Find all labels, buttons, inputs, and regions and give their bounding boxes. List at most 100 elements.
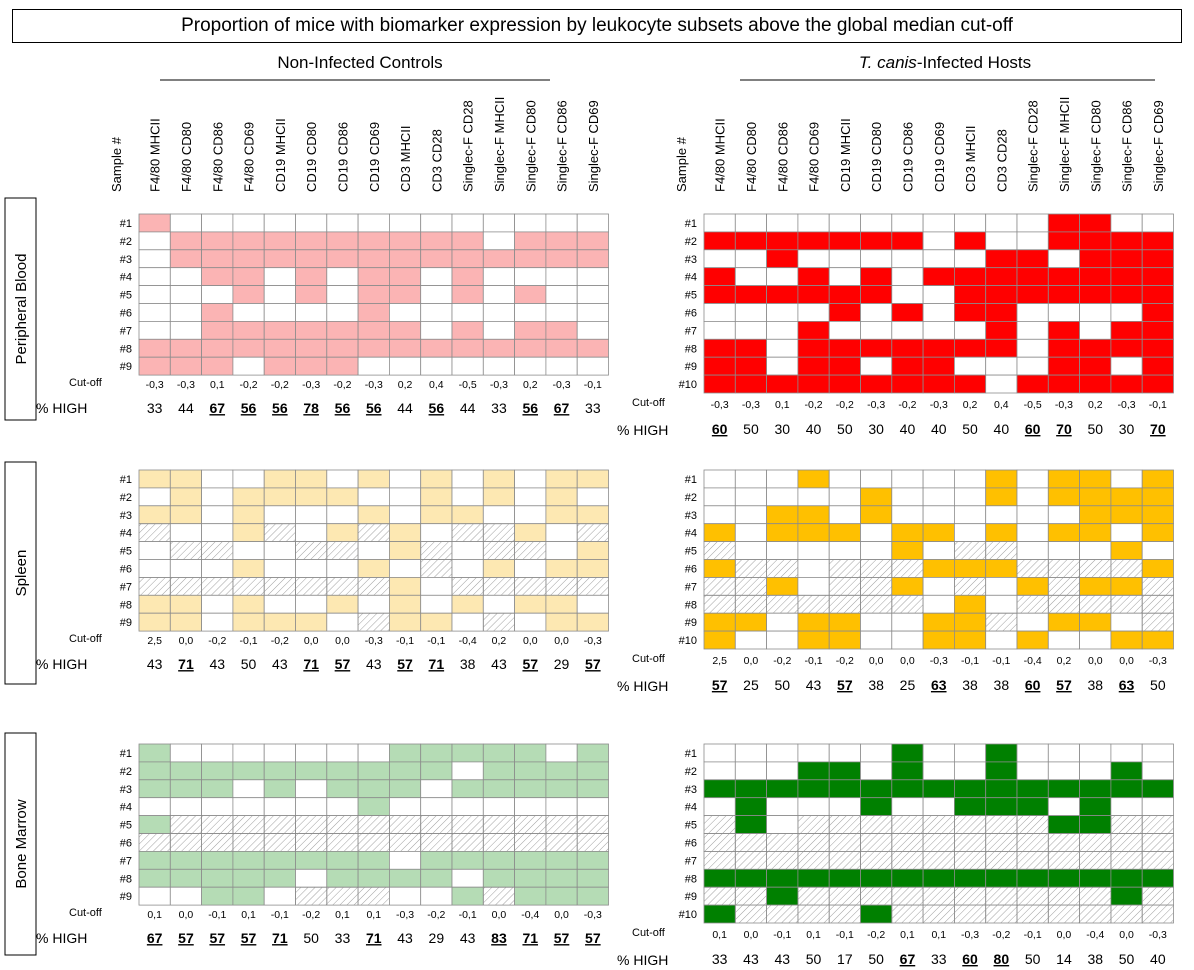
heatmap-cell bbox=[1079, 868, 1112, 888]
heatmap-cell bbox=[797, 303, 830, 322]
heatmap-cell bbox=[1047, 285, 1081, 304]
heatmap-cell bbox=[514, 469, 547, 489]
cutoff-value: -0,3 bbox=[711, 399, 729, 411]
heatmap-cell bbox=[295, 505, 328, 525]
heatmap-cell bbox=[954, 249, 987, 269]
heatmap-cell bbox=[1141, 267, 1174, 287]
heatmap-cell bbox=[828, 868, 861, 888]
heatmap-cell bbox=[201, 487, 234, 507]
heatmap-cell bbox=[860, 868, 893, 888]
percent-high-value: 56 bbox=[241, 400, 257, 416]
heatmap-cell bbox=[703, 594, 736, 614]
heatmap-cell bbox=[357, 868, 390, 888]
heatmap-cell bbox=[1047, 541, 1081, 560]
cutoff-value: -0,3 bbox=[961, 929, 979, 941]
heatmap-cell bbox=[514, 541, 547, 560]
heatmap-cell bbox=[263, 505, 296, 525]
heatmap-cell bbox=[138, 612, 171, 632]
heatmap-cell bbox=[1047, 886, 1081, 906]
heatmap-cell bbox=[1110, 338, 1143, 358]
heatmap-cell bbox=[326, 285, 359, 304]
sample-label: #2 bbox=[120, 236, 132, 248]
percent-high-value: 60 bbox=[962, 951, 978, 967]
heatmap-cell bbox=[1047, 630, 1081, 650]
heatmap-cell bbox=[1016, 761, 1049, 781]
heatmap-cell bbox=[138, 779, 171, 799]
heatmap-cell bbox=[232, 213, 265, 233]
heatmap-cell bbox=[985, 469, 1018, 489]
heatmap-cell bbox=[860, 833, 893, 852]
heatmap-cell bbox=[138, 559, 171, 578]
heatmap-cell bbox=[1110, 815, 1143, 834]
heatmap-cell bbox=[734, 797, 767, 817]
heatmap-cell bbox=[514, 320, 547, 340]
heatmap-cell bbox=[1141, 833, 1174, 852]
heatmap-cell bbox=[1079, 594, 1112, 614]
heatmap-cell bbox=[1079, 779, 1112, 799]
cutoff-value: -0,3 bbox=[365, 635, 383, 647]
heatmap-cell bbox=[357, 285, 390, 304]
heatmap-cell bbox=[545, 612, 578, 632]
percent-high-value: 43 bbox=[366, 656, 382, 672]
percent-high-value: 30 bbox=[774, 421, 790, 437]
heatmap-cell bbox=[295, 612, 328, 632]
heatmap-cell bbox=[766, 374, 799, 394]
heatmap-cell bbox=[326, 267, 359, 287]
heatmap-cell bbox=[326, 779, 359, 799]
heatmap-cell bbox=[734, 285, 767, 304]
heatmap-cell bbox=[326, 577, 359, 596]
heatmap-cell bbox=[703, 231, 736, 251]
heatmap-cell bbox=[482, 267, 515, 287]
heatmap-cell bbox=[388, 469, 422, 489]
percent-high-value: 44 bbox=[397, 400, 413, 416]
heatmap-cell bbox=[576, 886, 609, 906]
heatmap-cell bbox=[357, 303, 390, 322]
heatmap-cell bbox=[1079, 374, 1112, 394]
heatmap-cell bbox=[232, 779, 265, 799]
heatmap-cell bbox=[828, 559, 861, 578]
heatmap-cell bbox=[357, 320, 390, 340]
heatmap-cell bbox=[922, 743, 955, 763]
cutoff-value: -0,3 bbox=[867, 399, 885, 411]
heatmap-cell bbox=[420, 797, 453, 817]
heatmap-cell bbox=[201, 338, 234, 358]
heatmap-cell bbox=[295, 541, 328, 560]
heatmap-cell bbox=[891, 338, 924, 358]
percent-high-value: 57 bbox=[1056, 677, 1072, 693]
heatmap-cell bbox=[326, 612, 359, 632]
cutoff-value: 0,4 bbox=[429, 379, 444, 391]
heatmap-cell bbox=[326, 594, 359, 614]
heatmap-cell bbox=[201, 577, 234, 596]
heatmap-cell bbox=[860, 851, 893, 870]
heatmap-cell bbox=[357, 541, 390, 560]
heatmap-cell bbox=[922, 303, 955, 322]
heatmap-cell bbox=[1016, 779, 1049, 799]
heatmap-cell bbox=[1047, 577, 1081, 596]
heatmap-cell bbox=[295, 249, 328, 269]
heatmap-cell bbox=[514, 231, 547, 251]
heatmap-cell bbox=[766, 303, 799, 322]
heatmap-cell bbox=[860, 338, 893, 358]
heatmap-cell bbox=[295, 285, 328, 304]
heatmap-cell bbox=[1079, 487, 1112, 507]
heatmap-cell bbox=[232, 231, 265, 251]
heatmap-cell bbox=[169, 886, 203, 906]
cutoff-value: -0,1 bbox=[961, 655, 979, 667]
cutoff-value: 0,1 bbox=[712, 929, 727, 941]
heatmap-cell bbox=[514, 338, 547, 358]
cutoff-value: 0,0 bbox=[900, 655, 915, 667]
heatmap-cell bbox=[1141, 303, 1174, 322]
heatmap-cell bbox=[703, 815, 736, 834]
column-header: Singlec-F CD28 bbox=[1026, 100, 1041, 192]
heatmap-cell bbox=[545, 505, 578, 525]
heatmap-cell bbox=[263, 815, 296, 834]
heatmap-cell bbox=[860, 320, 893, 340]
heatmap-cell bbox=[138, 833, 171, 852]
heatmap-cell bbox=[860, 904, 893, 924]
heatmap-cell bbox=[388, 356, 422, 376]
heatmap-cell bbox=[388, 797, 422, 817]
sample-label: #7 bbox=[120, 581, 132, 593]
heatmap-cell bbox=[703, 487, 736, 507]
heatmap-cell bbox=[954, 231, 987, 251]
sample-label: #3 bbox=[120, 784, 132, 796]
